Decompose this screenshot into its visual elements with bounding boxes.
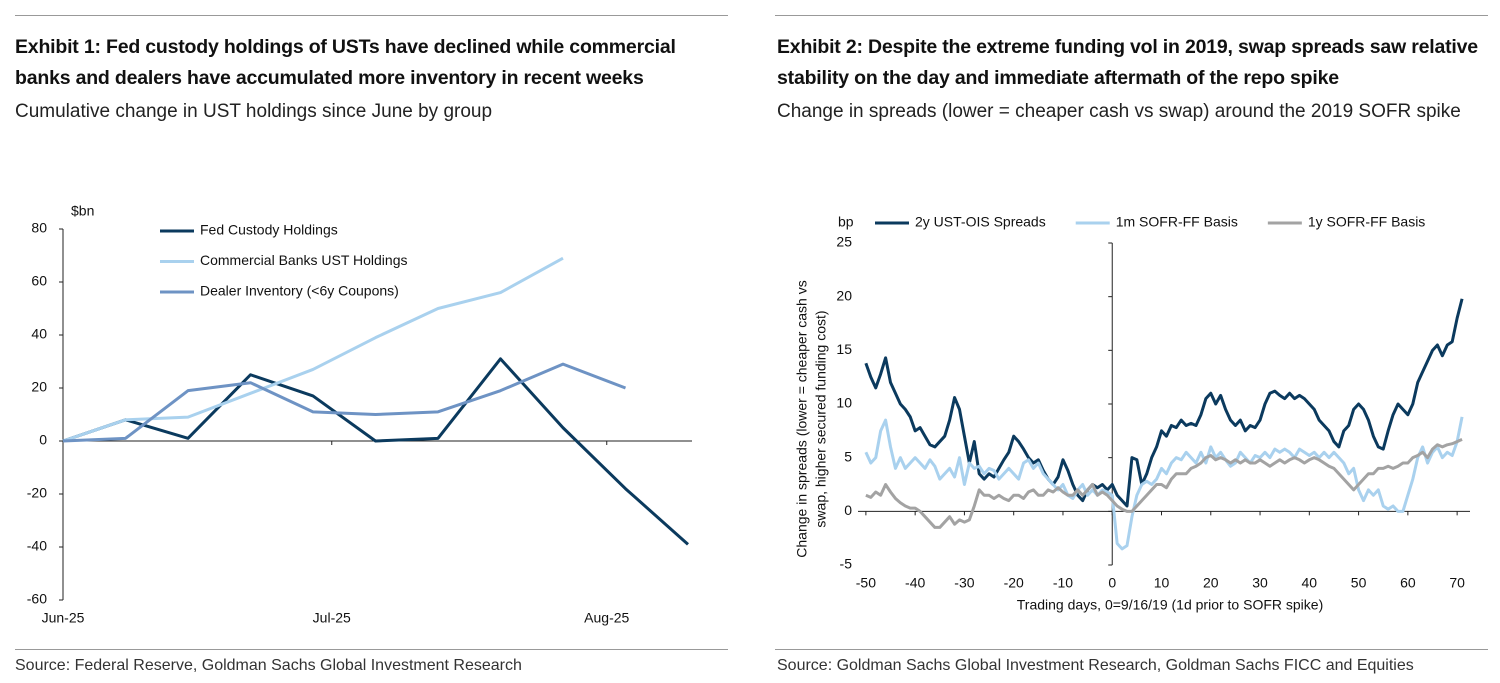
y-tick-label: 80 xyxy=(31,220,47,236)
y-tick-label: 25 xyxy=(836,234,852,250)
top-rule xyxy=(775,15,1488,16)
x-tick-label: Jul-25 xyxy=(313,610,351,626)
legend-label: 2y UST-OIS Spreads xyxy=(915,214,1046,230)
legend-label: Dealer Inventory (<6y Coupons) xyxy=(200,283,399,299)
series-line xyxy=(62,357,689,546)
y-tick-label: 40 xyxy=(31,326,47,342)
source: Source: Federal Reserve, Goldman Sachs G… xyxy=(15,657,522,674)
y-tick-label: 60 xyxy=(31,273,47,289)
y-axis-label: Change in spreads (lower = cheaper cash … xyxy=(794,280,810,557)
x-tick-label: 20 xyxy=(1203,575,1219,591)
series-line xyxy=(62,256,564,443)
y-tick-label: 5 xyxy=(844,448,852,464)
y-unit: bp xyxy=(838,214,854,230)
x-tick-label: Aug-25 xyxy=(584,610,629,626)
y-tick-label: -5 xyxy=(840,556,853,572)
x-tick-label: -30 xyxy=(954,575,974,591)
legend-label: 1y SOFR-FF Basis xyxy=(1308,214,1425,230)
top-rule xyxy=(15,15,728,16)
series-line xyxy=(864,416,1464,551)
y-tick-label: -40 xyxy=(27,538,47,554)
y-tick-label: 10 xyxy=(836,395,852,411)
x-tick-label: 40 xyxy=(1302,575,1318,591)
chart-subtitle: Cumulative change in UST holdings since … xyxy=(15,101,493,122)
y-tick-label: 0 xyxy=(844,502,852,518)
x-tick-label: 0 xyxy=(1108,575,1116,591)
series-line xyxy=(864,298,1464,508)
x-tick-label: 10 xyxy=(1154,575,1170,591)
header: Exhibit 1: Fed custody holdings of USTs … xyxy=(15,32,730,127)
source-rule xyxy=(775,649,1488,650)
x-tick-label: 50 xyxy=(1351,575,1367,591)
y-tick-label: -20 xyxy=(27,485,47,501)
y-tick-label: 15 xyxy=(836,341,852,357)
legend-label: Fed Custody Holdings xyxy=(200,222,338,238)
x-tick-label: 60 xyxy=(1400,575,1416,591)
x-tick-label: -50 xyxy=(856,575,876,591)
chart-title: Exhibit 2: Despite the extreme funding v… xyxy=(777,36,1478,89)
legend-label: Commercial Banks UST Holdings xyxy=(200,252,407,268)
source-rule xyxy=(15,649,728,650)
x-tick-label: -40 xyxy=(905,575,925,591)
y-tick-label: -60 xyxy=(27,591,47,607)
x-tick-label: -10 xyxy=(1053,575,1073,591)
x-tick-label: -20 xyxy=(1004,575,1024,591)
y-unit: $bn xyxy=(71,203,94,219)
chart-subtitle: Change in spreads (lower = cheaper cash … xyxy=(777,101,1461,122)
x-tick-label: 30 xyxy=(1252,575,1268,591)
source: Source: Goldman Sachs Global Investment … xyxy=(777,657,1414,674)
x-tick-label: 70 xyxy=(1449,575,1465,591)
x-axis-label: Trading days, 0=9/16/19 (1d prior to SOF… xyxy=(1017,597,1323,613)
y-tick-label: 20 xyxy=(31,379,47,395)
series-line xyxy=(62,362,627,443)
series-line xyxy=(865,438,1463,529)
legend-label: 1m SOFR-FF Basis xyxy=(1116,214,1238,230)
header: Exhibit 2: Despite the extreme funding v… xyxy=(777,32,1492,127)
chart-title: Exhibit 1: Fed custody holdings of USTs … xyxy=(15,36,676,89)
y-axis-label: swap, higher secured funding cost) xyxy=(813,310,829,527)
y-tick-label: 20 xyxy=(836,287,852,303)
x-tick-label: Jun-25 xyxy=(42,610,85,626)
y-tick-label: 0 xyxy=(39,432,47,448)
